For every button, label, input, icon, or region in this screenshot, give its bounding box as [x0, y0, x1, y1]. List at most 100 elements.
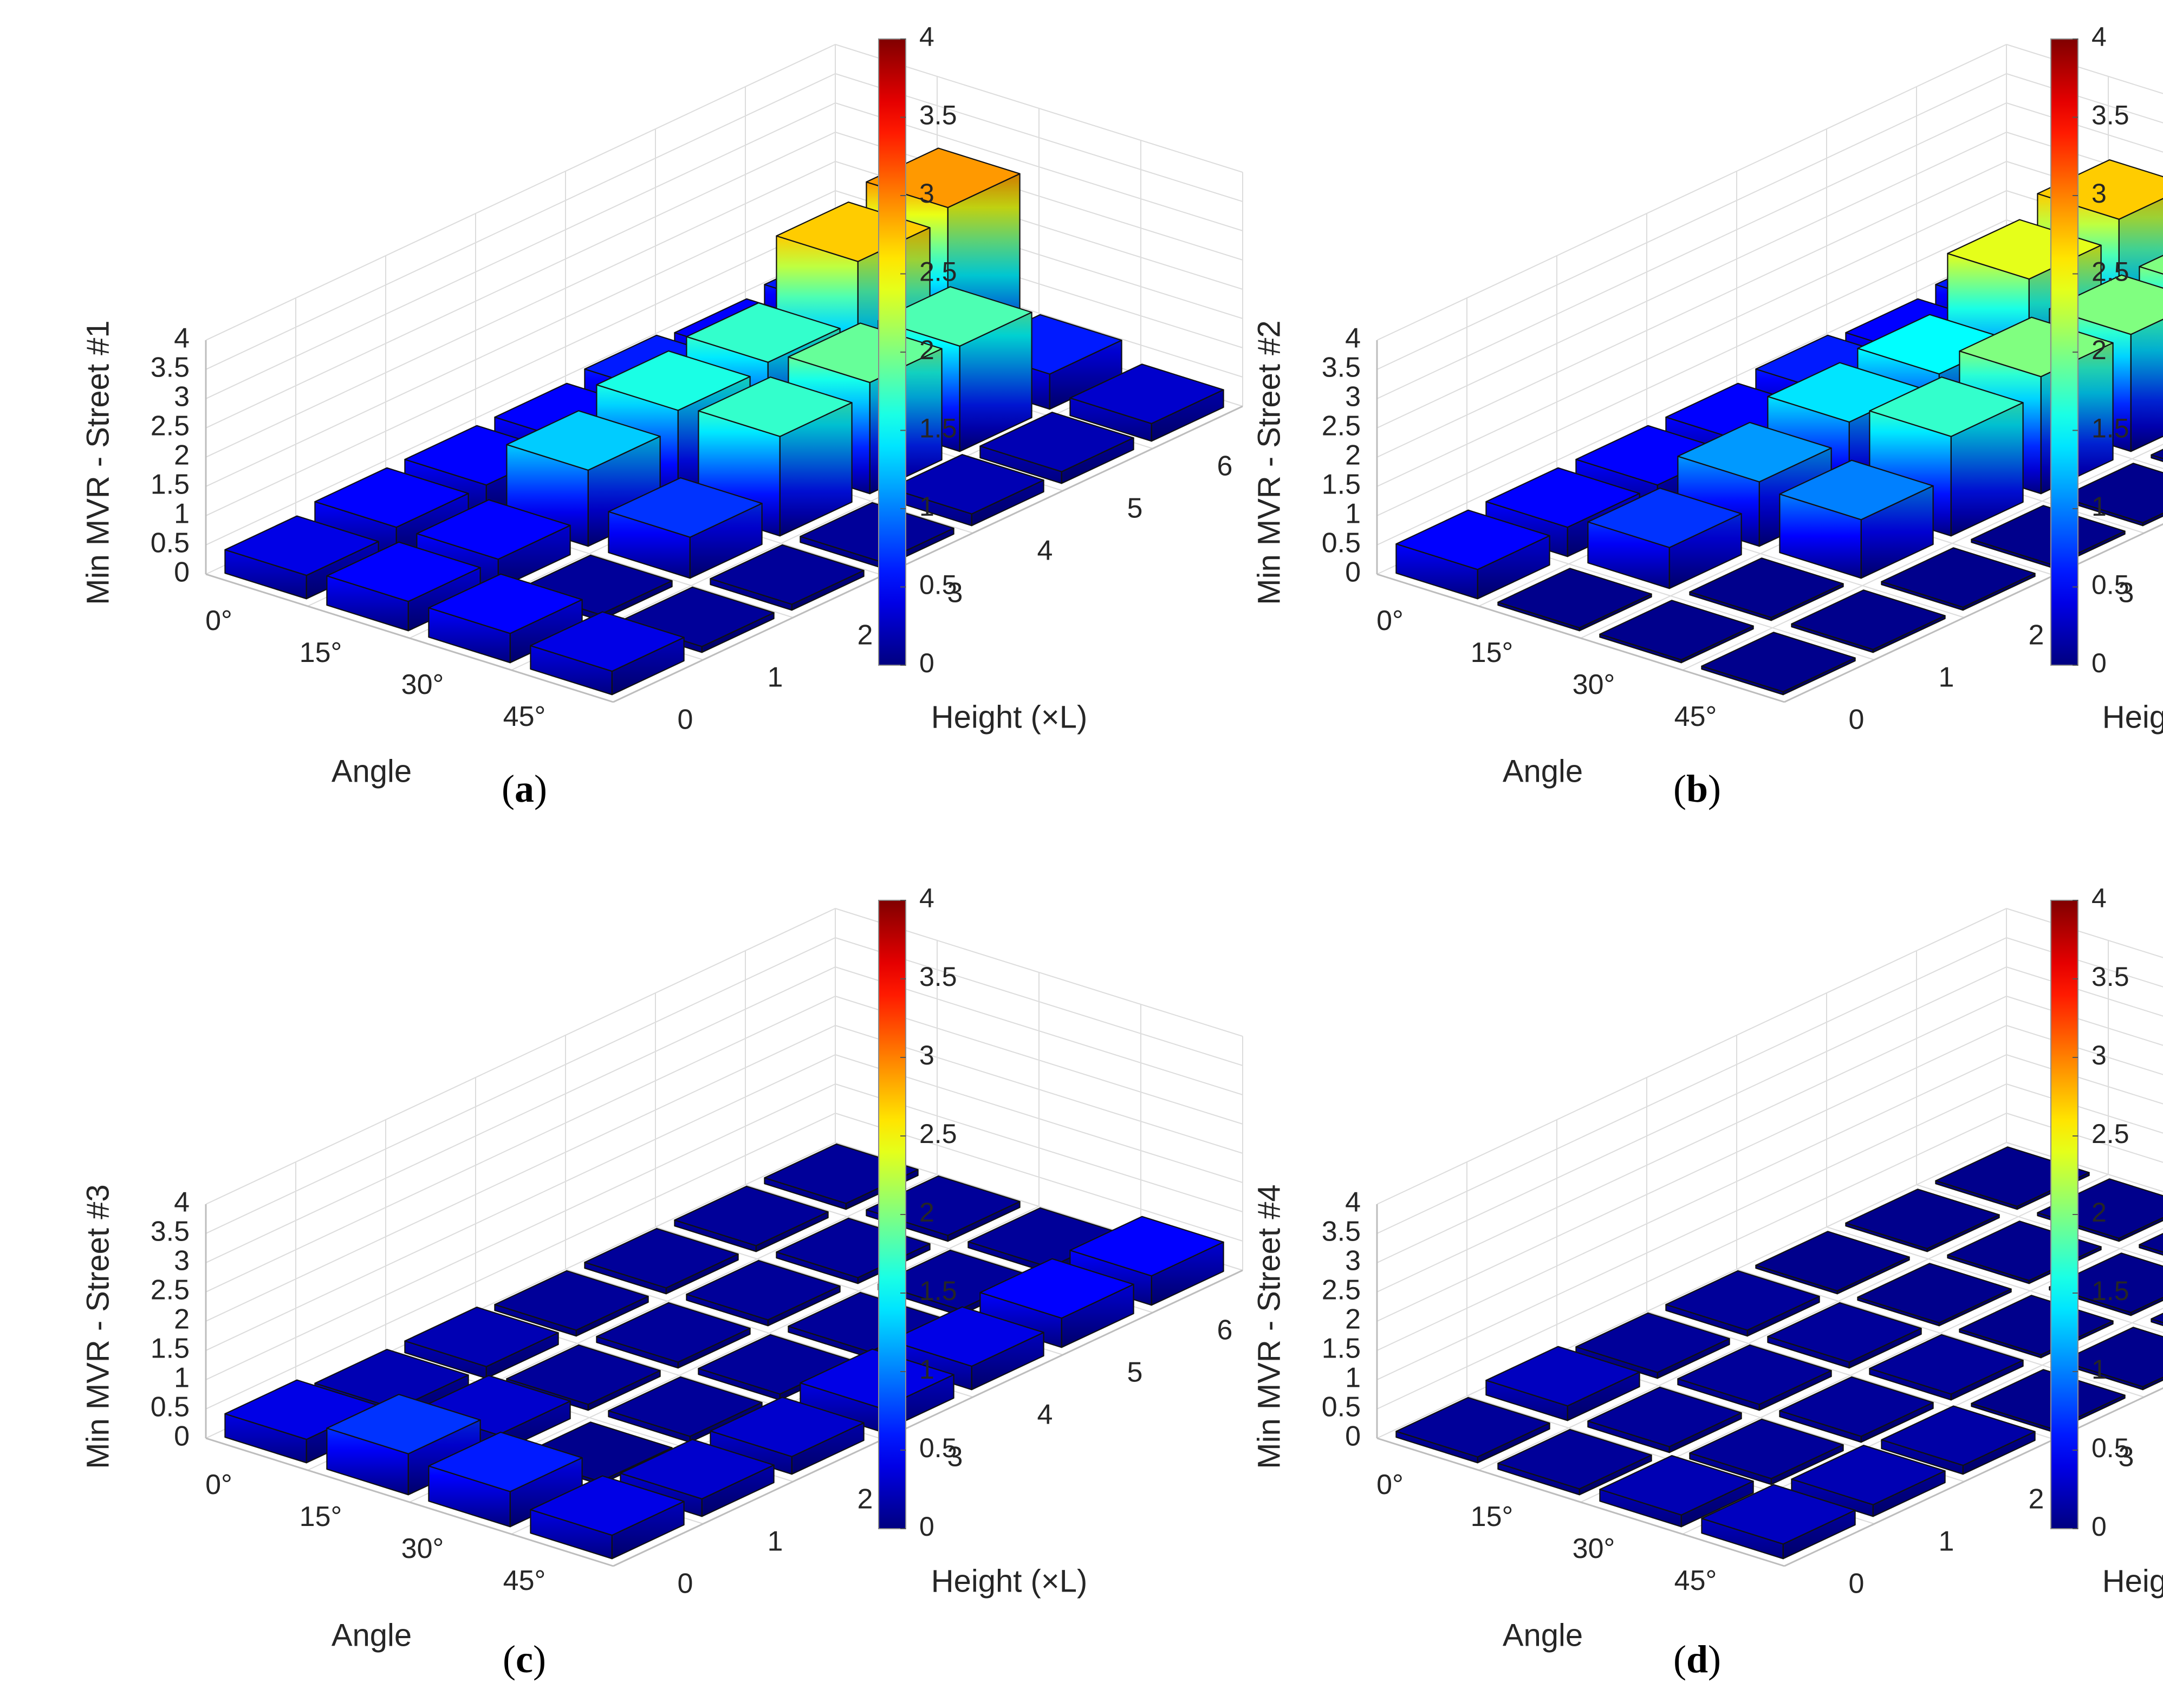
bar-top-face: [1689, 1418, 1844, 1479]
colorbar-tick-label: 0.5: [2091, 570, 2129, 600]
grid-line: [1376, 937, 2007, 1234]
colorbar-tick-label: 2: [2091, 1197, 2107, 1228]
bar-30°-h2: [608, 477, 763, 579]
colorbar-tick-label: 0.5: [2091, 1433, 2129, 1463]
colorbar-tick-label: 4: [2091, 883, 2107, 913]
colorbar-tick-label: 2: [2091, 335, 2107, 365]
bar-top-face: [2139, 255, 2163, 275]
grid-line: [2006, 996, 2163, 1046]
bar-top-face: [1779, 1376, 1934, 1437]
y-tick-label: 2: [2029, 620, 2044, 651]
x-axis-label: Angle: [332, 754, 412, 789]
bar-top-face: [889, 453, 1044, 515]
colorbar-tick-label: 0: [2091, 648, 2107, 678]
y-tick-label: 0: [1849, 1568, 1865, 1600]
bar-top-face: [1689, 557, 1844, 619]
colorbar-tick-label: 3: [919, 178, 934, 209]
bar-top-face: [596, 1302, 751, 1363]
bar-0°-h3: [494, 1270, 649, 1337]
panel-label-letter: b: [1686, 767, 1708, 810]
z-tick-label: 0.5: [1322, 1392, 1361, 1423]
y-axis-label: Height (×L): [2102, 1563, 2163, 1599]
panel-label-paren: ): [1708, 1638, 1721, 1681]
x-tick-label: 45°: [1674, 701, 1717, 732]
z-tick-label: 0: [174, 557, 190, 588]
bar-30°-h0: [428, 573, 583, 664]
grid-line: [1376, 219, 2007, 516]
panel-label: (c): [503, 1638, 546, 1681]
y-axis-line: [1784, 1387, 2163, 1567]
grid-line: [1376, 908, 2007, 1205]
bar-side-face: [2130, 1296, 2163, 1316]
bar-side-face: [2130, 319, 2163, 452]
bar-45°-h0: [530, 1475, 685, 1560]
colorbar-tick-label: 4: [919, 883, 934, 913]
z-tick-label: 3: [1345, 381, 1361, 413]
bar-45°-h2: [1881, 1405, 2036, 1475]
bar-0°-h5: [674, 1185, 829, 1252]
bar-top-face: [506, 410, 661, 471]
z-axis-label: Min MVR - Street #3: [80, 1184, 115, 1469]
bar-top-face: [1677, 421, 1832, 483]
x-tick-label: 30°: [401, 1533, 444, 1564]
bar-15°-h0: [326, 541, 481, 632]
bar-30°-h0: [1599, 1455, 1754, 1528]
grid-line: [2006, 966, 2163, 1017]
grid-line: [205, 73, 836, 370]
bar-top-face: [416, 499, 571, 560]
colorbar-tick-label: 0: [919, 648, 934, 678]
bar-top-face: [314, 467, 469, 528]
grid-line: [1376, 1025, 2007, 1322]
bar-15°-h1: [1587, 1386, 1742, 1453]
x-axis-line: [1376, 1437, 1785, 1567]
bar-30°-h1: [1689, 557, 1844, 621]
colorbar-tick-label: 4: [2091, 22, 2107, 52]
x-tick-label: 30°: [401, 669, 444, 700]
y-axis-line: [1784, 523, 2163, 703]
z-tick-label: 2.5: [1322, 411, 1361, 442]
bar-15°-h0: [1497, 1428, 1652, 1496]
bar-15°-h4: [1857, 1263, 2012, 1327]
colorbar-tick-label: 2: [919, 335, 934, 365]
colorbar-tick-label: 1: [919, 491, 934, 522]
bar-top-face: [506, 1344, 661, 1405]
bar-top-face: [620, 1439, 775, 1499]
bar-front-face: [2151, 454, 2163, 463]
bar-top-face: [1779, 459, 1934, 521]
bar-15°-h2: [1677, 1344, 1832, 1411]
grid-line: [1376, 190, 2007, 487]
z-tick-label: 3.5: [151, 352, 190, 384]
y-axis-label: Height (×L): [931, 1563, 1088, 1599]
colorbar-tick-label: 2.5: [2091, 257, 2129, 287]
z-tick-label: 3: [1345, 1245, 1361, 1277]
grid-line: [1376, 102, 2007, 399]
colorbar-tick-label: 3: [919, 1040, 934, 1070]
bar-top-face: [2049, 274, 2163, 335]
grid-line: [2006, 44, 2163, 94]
z-tick-label: 1: [1345, 1362, 1361, 1394]
bar-0°-h4: [584, 1228, 739, 1295]
bar-15°-h1: [416, 499, 571, 589]
x-tick-label: 30°: [1573, 1533, 1615, 1564]
z-axis-label: Min MVR - Street #2: [1251, 320, 1287, 605]
z-axis-label: Min MVR - Street #1: [80, 320, 115, 605]
y-tick-label: 3: [2119, 1441, 2134, 1473]
bar-0°-h2: [1575, 1312, 1730, 1379]
bar-top-face: [1497, 1428, 1652, 1490]
grid-line: [1478, 1174, 2109, 1471]
y-axis-label: Height (×L): [931, 699, 1088, 735]
y-tick-label: 6: [1217, 451, 1233, 482]
bar-top-face: [2151, 1313, 2163, 1323]
panel-label: (b): [1673, 767, 1721, 810]
bar-top-face: [1971, 1369, 2126, 1430]
grid-line: [1376, 1113, 2007, 1410]
z-tick-label: 2.5: [1322, 1275, 1361, 1306]
y-tick-label: 4: [1037, 535, 1053, 567]
bar-45°-h2: [1881, 547, 2036, 611]
panel-label-paren: ): [534, 767, 547, 810]
bar-top-face: [1845, 1189, 2000, 1249]
bar-top-face: [428, 1431, 583, 1492]
bar-top-face: [404, 1307, 559, 1367]
